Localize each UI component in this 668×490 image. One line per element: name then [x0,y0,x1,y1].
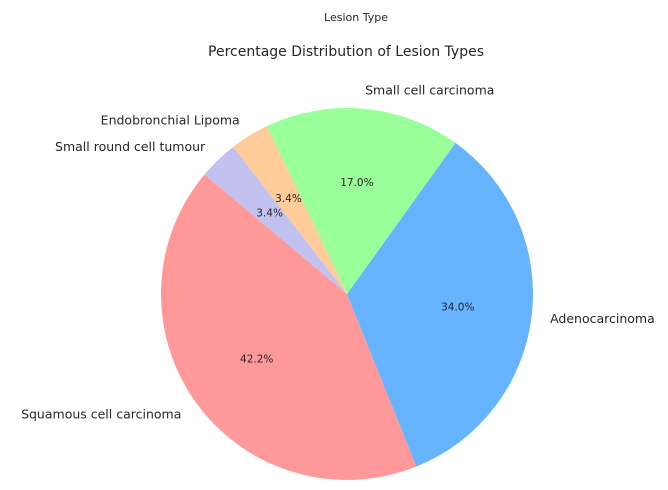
percent-label-adenocarcinoma: 34.0% [441,301,474,313]
percent-label-squamous-cell-carcinoma: 42.2% [240,354,273,366]
pie-slice-small-cell-carcinoma [266,107,456,294]
pie-slice-small-round-cell-tumour [204,146,347,294]
percent-label-small-cell-carcinoma: 17.0% [340,177,373,189]
percent-label-small-round-cell-tumour: 3.4% [256,208,283,220]
category-label-squamous-cell-carcinoma: Squamous cell carcinoma [21,407,181,422]
category-label-adenocarcinoma: Adenocarcinoma [550,311,655,326]
pie-slice-endobronchial-lipoma [233,126,347,295]
figure-suptitle: Lesion Type [324,11,388,24]
category-label-endobronchial-lipoma: Endobronchial Lipoma [101,112,240,127]
pie-slice-adenocarcinoma [347,142,534,467]
percent-label-endobronchial-lipoma: 3.4% [275,193,302,205]
pie-percent-labels: 42.2% 34.0% 17.0% 3.4% 3.4% [240,177,474,366]
pie-slices [161,107,534,480]
pie-category-labels: Squamous cell carcinoma Adenocarcinoma Sma… [21,83,655,422]
pie-slice-squamous-cell-carcinoma [161,174,417,480]
category-label-small-cell-carcinoma: Small cell carcinoma [365,83,494,98]
category-label-small-round-cell-tumour: Small round cell tumour [55,139,206,154]
chart-title: Percentage Distribution of Lesion Types [208,44,484,60]
